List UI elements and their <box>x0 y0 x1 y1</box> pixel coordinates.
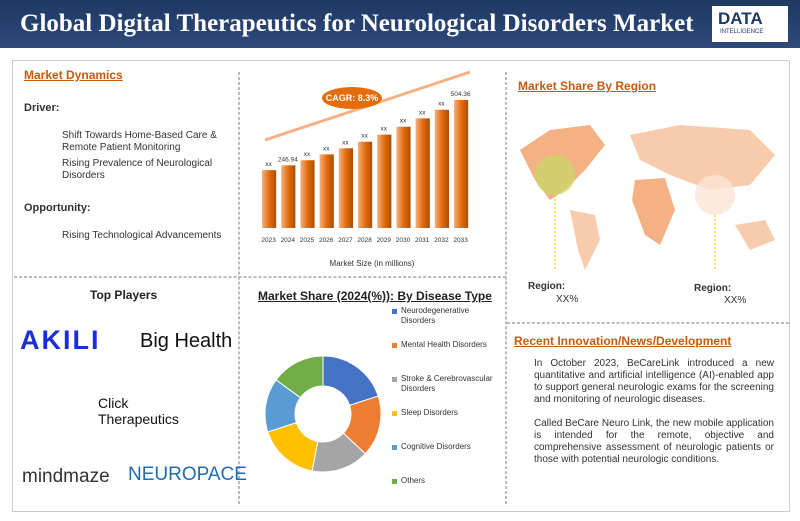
player: AKILI <box>20 325 101 355</box>
panel <box>12 60 790 512</box>
dynamics-title: Market Dynamics <box>24 68 123 82</box>
x-tick-label: 2024 <box>281 237 296 244</box>
value-label: 246.94 <box>278 156 298 163</box>
pie-slice <box>322 355 379 406</box>
pie-slice <box>275 355 324 399</box>
divider <box>238 72 240 504</box>
region-highlight <box>535 155 575 195</box>
x-tick-label: 2030 <box>396 237 411 244</box>
player: mindmaze <box>22 466 110 487</box>
x-tick-label: 2032 <box>434 237 449 244</box>
logo-text: DATA <box>718 9 763 28</box>
cagr: CAGR: 8.3% <box>326 93 379 103</box>
opportunity-label: Opportunity: <box>24 202 91 214</box>
news-title: Recent Innovation/News/Development <box>514 334 732 348</box>
legend-swatch <box>392 377 397 382</box>
news-item: Called BeCare Neuro Link, the new mobile… <box>534 418 774 465</box>
africa <box>632 178 675 245</box>
value-label: xx <box>381 126 388 133</box>
driver-label: Driver: <box>24 102 60 114</box>
legend-item: Stroke & Cerebrovascular Disorders <box>392 374 502 394</box>
title: Global Digital Therapeutics for Neurolog… <box>20 10 694 37</box>
value-label: xx <box>361 133 368 140</box>
x-tick-label: 2025 <box>300 237 315 244</box>
value-label: xx <box>400 118 407 125</box>
legend-swatch <box>392 343 397 348</box>
bar <box>454 100 469 228</box>
value-label: xx <box>342 139 349 146</box>
legend-item: Sleep Disorders <box>392 408 502 418</box>
eurasia <box>630 125 775 190</box>
x-tick-label: 2023 <box>261 237 276 244</box>
header: Global Digital Therapeutics for Neurolog… <box>0 0 800 48</box>
value-label: xx <box>304 151 311 158</box>
value-label: xx <box>265 161 272 168</box>
bar <box>319 154 334 228</box>
legend-item: Others <box>392 476 502 486</box>
driver: Shift Towards Home-Based Care & Remote P… <box>62 130 217 153</box>
region-title: Market Share By Region <box>518 79 657 93</box>
cagr-badge <box>322 87 382 109</box>
legend-swatch <box>392 411 397 416</box>
legend-item: Mental Health Disorders <box>392 340 502 350</box>
legend-swatch <box>392 445 397 450</box>
divider <box>507 322 789 324</box>
bar <box>300 160 315 228</box>
bar <box>396 126 411 228</box>
pie-title: Market Share (2024(%)): By Disease Type <box>258 289 492 303</box>
legend-swatch <box>392 479 397 484</box>
bar <box>338 148 353 228</box>
x-tick-label: 2026 <box>319 237 334 244</box>
legend-label: Stroke & Cerebrovascular Disorders <box>401 374 493 393</box>
region-label: Region: <box>694 283 732 294</box>
pie-chart <box>264 355 382 473</box>
players-title: Top Players <box>90 288 158 302</box>
divider <box>14 276 506 278</box>
player: Big Health <box>140 330 233 352</box>
legend-item: Cognitive Disorders <box>392 442 502 452</box>
legend-label: Sleep Disorders <box>401 408 458 417</box>
region-highlight <box>695 175 735 215</box>
legend-item: Neurodegenerative Disorders <box>392 306 502 326</box>
news-item: In October 2023, BeCareLink introduced a… <box>534 358 774 405</box>
region-value: XX% <box>724 295 747 306</box>
australia <box>735 220 775 250</box>
value-label: xx <box>323 145 330 152</box>
legend-label: Cognitive Disorders <box>401 442 471 451</box>
south-america <box>570 210 600 270</box>
bar <box>358 141 373 228</box>
logo-sub: INTELLIGENCE <box>720 29 764 35</box>
value-label: xx <box>438 101 445 108</box>
region-label: Region: <box>528 281 566 292</box>
x-tick-label: 2033 <box>453 237 468 244</box>
x-tick-label: 2028 <box>357 237 372 244</box>
x-tick-label: 2031 <box>415 237 430 244</box>
legend-label: Neurodegenerative Disorders <box>401 306 470 325</box>
legend: Neurodegenerative Disorders Mental Health… <box>392 306 504 506</box>
bar <box>415 118 430 228</box>
bar <box>434 109 449 228</box>
region-value: XX% <box>556 294 579 305</box>
legend-label: Others <box>401 476 426 485</box>
legend-label: Mental Health Disorders <box>401 340 487 349</box>
bar <box>281 165 296 228</box>
x-tick-label: 2029 <box>377 237 392 244</box>
map <box>520 125 775 270</box>
driver: Rising Prevalence of Neurological Disord… <box>62 158 213 181</box>
opportunity: Rising Technological Advancements <box>62 230 222 241</box>
player: Click Therapeutics <box>98 395 179 427</box>
legend-swatch <box>392 309 397 314</box>
player: NEUROPACE <box>128 464 247 485</box>
logo: DATA INTELLIGENCE <box>712 6 788 42</box>
bar <box>377 134 392 228</box>
value-label: xx <box>419 109 426 116</box>
x-label: Market Size (in millions) <box>330 259 415 268</box>
bar-chart: CAGR: 8.3% Market Size (in millions) xx 2… <box>261 70 471 268</box>
value-label: 504.36 <box>451 91 471 98</box>
bar <box>262 170 277 228</box>
x-tick-label: 2027 <box>338 237 353 244</box>
divider <box>505 72 507 504</box>
